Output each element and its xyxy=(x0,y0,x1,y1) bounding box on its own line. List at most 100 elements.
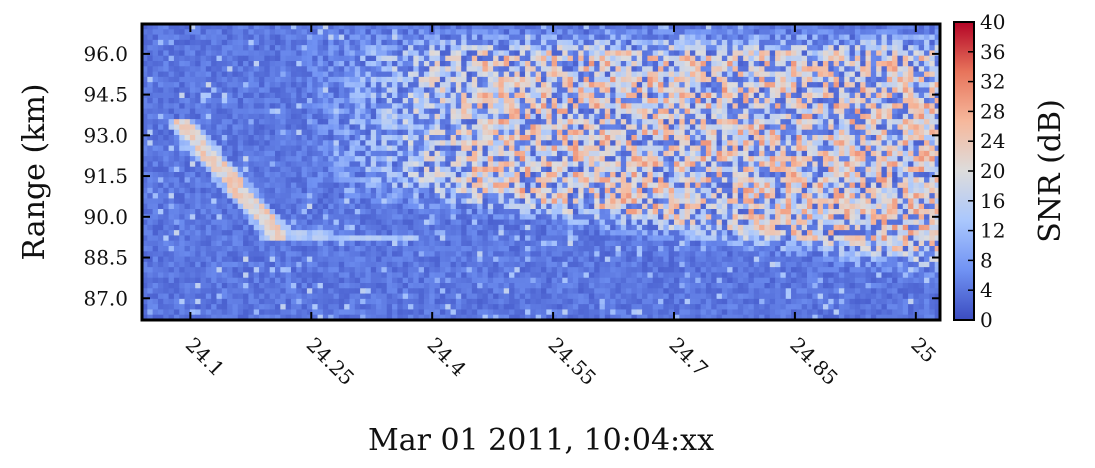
heatmap-cell xyxy=(466,140,473,147)
heatmap-cell xyxy=(647,129,654,136)
heatmap-cell xyxy=(594,124,601,131)
heatmap-cell xyxy=(173,182,180,189)
heatmap-cell xyxy=(471,45,478,52)
heatmap-cell xyxy=(578,193,585,200)
heatmap-cell xyxy=(711,76,718,83)
heatmap-cell xyxy=(344,172,351,178)
heatmap-cell xyxy=(439,108,446,115)
heatmap-cell xyxy=(705,55,712,62)
heatmap-cell xyxy=(721,166,728,173)
heatmap-cell xyxy=(173,177,180,184)
heatmap-cell xyxy=(705,61,712,67)
heatmap-cell xyxy=(514,124,521,131)
heatmap-cell xyxy=(514,187,521,194)
heatmap-cell xyxy=(588,29,595,36)
heatmap-cell xyxy=(455,187,462,194)
heatmap-cell xyxy=(775,50,781,57)
heatmap-cell xyxy=(578,71,585,78)
heatmap-cell xyxy=(530,55,537,62)
heatmap-cell xyxy=(615,66,622,73)
heatmap-cell xyxy=(264,103,271,110)
heatmap-cell xyxy=(349,50,356,57)
heatmap-cell xyxy=(514,177,521,184)
heatmap-cell xyxy=(509,124,515,131)
heatmap-cell xyxy=(275,156,281,163)
heatmap-cell xyxy=(211,34,218,41)
heatmap-cell xyxy=(769,140,776,147)
heatmap-cell xyxy=(785,113,792,120)
heatmap-cell xyxy=(402,156,409,163)
heatmap-cell xyxy=(541,45,547,52)
heatmap-cell xyxy=(615,87,622,94)
heatmap-cell xyxy=(386,198,393,205)
heatmap-cell xyxy=(674,124,680,131)
heatmap-cell xyxy=(301,166,308,173)
heatmap-cell xyxy=(551,61,558,67)
heatmap-cell xyxy=(562,61,569,67)
heatmap-cell xyxy=(397,166,404,173)
heatmap-cell xyxy=(860,108,867,115)
heatmap-cell xyxy=(897,50,904,57)
heatmap-cell xyxy=(503,24,510,30)
heatmap-cell xyxy=(567,177,574,184)
heatmap-cell xyxy=(370,182,377,189)
heatmap-cell xyxy=(195,135,202,141)
heatmap-cell xyxy=(769,187,776,194)
heatmap-cell xyxy=(461,55,468,62)
heatmap-cell xyxy=(583,129,590,136)
heatmap-cell xyxy=(439,71,446,78)
heatmap-cell xyxy=(551,140,558,147)
heatmap-cell xyxy=(322,45,329,52)
heatmap-cell xyxy=(402,103,409,110)
heatmap-cell xyxy=(929,145,936,152)
heatmap-cell xyxy=(897,182,904,189)
heatmap-cell xyxy=(737,50,744,57)
heatmap-cell xyxy=(849,39,856,46)
heatmap-cell xyxy=(610,45,617,52)
heatmap-cell xyxy=(892,150,899,157)
heatmap-cell xyxy=(439,61,446,67)
heatmap-cell xyxy=(759,61,766,67)
heatmap-cell xyxy=(232,61,239,67)
heatmap-cell xyxy=(854,45,861,52)
heatmap-cell xyxy=(658,45,664,52)
heatmap-cell xyxy=(769,39,776,46)
heatmap-cell xyxy=(620,82,627,89)
heatmap-cell xyxy=(418,166,425,173)
heatmap-cell xyxy=(562,45,569,52)
heatmap-cell xyxy=(780,50,787,57)
heatmap-cell xyxy=(727,135,734,141)
heatmap-cell xyxy=(493,34,500,41)
heatmap-cell xyxy=(865,108,872,115)
heatmap-cell xyxy=(221,66,228,73)
heatmap-cell xyxy=(828,166,835,173)
heatmap-cell xyxy=(434,55,441,62)
heatmap-cell xyxy=(934,29,940,36)
heatmap-cell xyxy=(594,45,601,52)
heatmap-cell xyxy=(785,193,792,200)
heatmap-cell xyxy=(253,135,260,141)
heatmap-cell xyxy=(184,187,191,194)
heatmap-cell xyxy=(780,45,787,52)
heatmap-cell xyxy=(807,66,813,73)
heatmap-cell xyxy=(674,129,680,136)
heatmap-cell xyxy=(753,34,760,41)
heatmap-cell xyxy=(881,135,888,141)
heatmap-cell xyxy=(248,124,255,131)
heatmap-cell xyxy=(413,71,420,78)
heatmap-cell xyxy=(503,82,510,89)
heatmap-cell xyxy=(594,87,601,94)
heatmap-cell xyxy=(807,172,813,178)
heatmap-cell xyxy=(290,150,297,157)
heatmap-cell xyxy=(567,29,574,36)
heatmap-cell xyxy=(243,24,249,30)
heatmap-cell xyxy=(498,92,505,99)
heatmap-cell xyxy=(854,82,861,89)
heatmap-cell xyxy=(822,150,829,157)
heatmap-cell xyxy=(322,98,329,104)
heatmap-cell xyxy=(408,177,414,184)
heatmap-cell xyxy=(264,145,271,152)
heatmap-cell xyxy=(312,172,319,178)
heatmap-cell xyxy=(221,87,228,94)
heatmap-cell xyxy=(445,29,452,36)
